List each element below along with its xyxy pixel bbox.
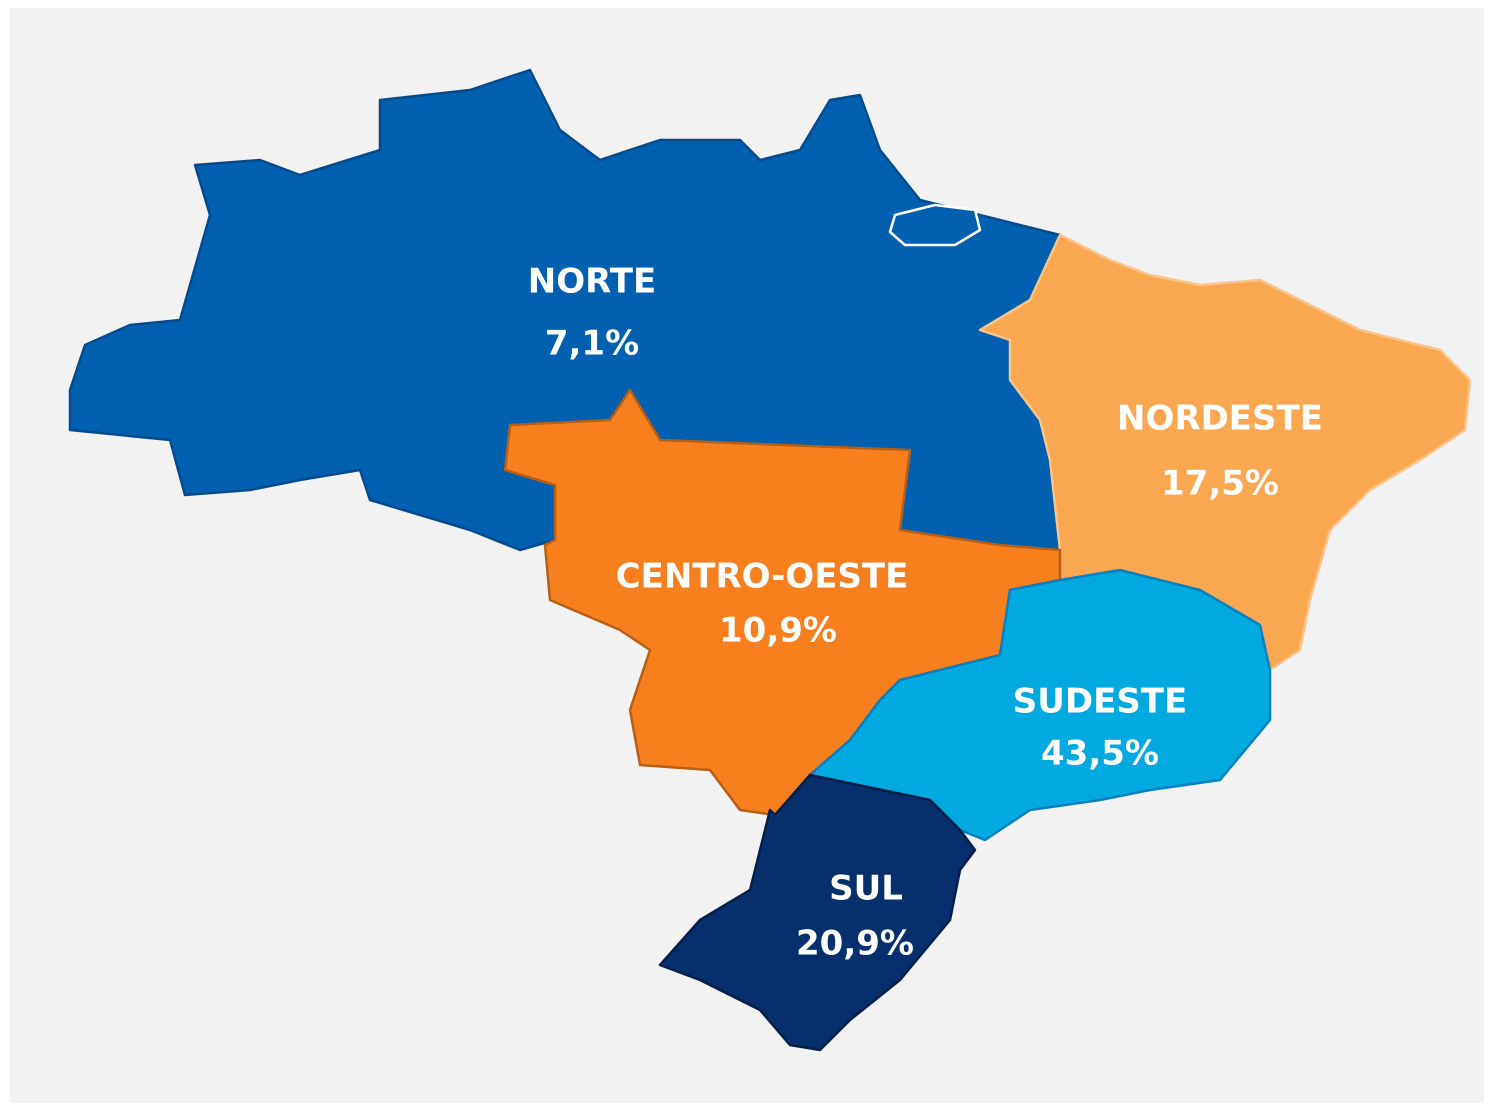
region-value: 10,9% — [719, 611, 837, 651]
region-name: CENTRO-OESTE — [616, 557, 909, 597]
region-name: SUL — [829, 869, 903, 909]
region-value: 7,1% — [545, 324, 639, 364]
region-name: NORTE — [528, 262, 656, 302]
region-name: NORDESTE — [1117, 399, 1323, 439]
region-value: 43,5% — [1041, 734, 1159, 774]
region-value: 20,9% — [796, 924, 914, 964]
region-sudeste — [808, 568, 1272, 842]
region-value: 17,5% — [1161, 464, 1279, 504]
region-nordeste — [978, 233, 1472, 672]
region-sul — [658, 773, 977, 1052]
region-name: SUDESTE — [1013, 682, 1187, 722]
island — [888, 203, 982, 247]
